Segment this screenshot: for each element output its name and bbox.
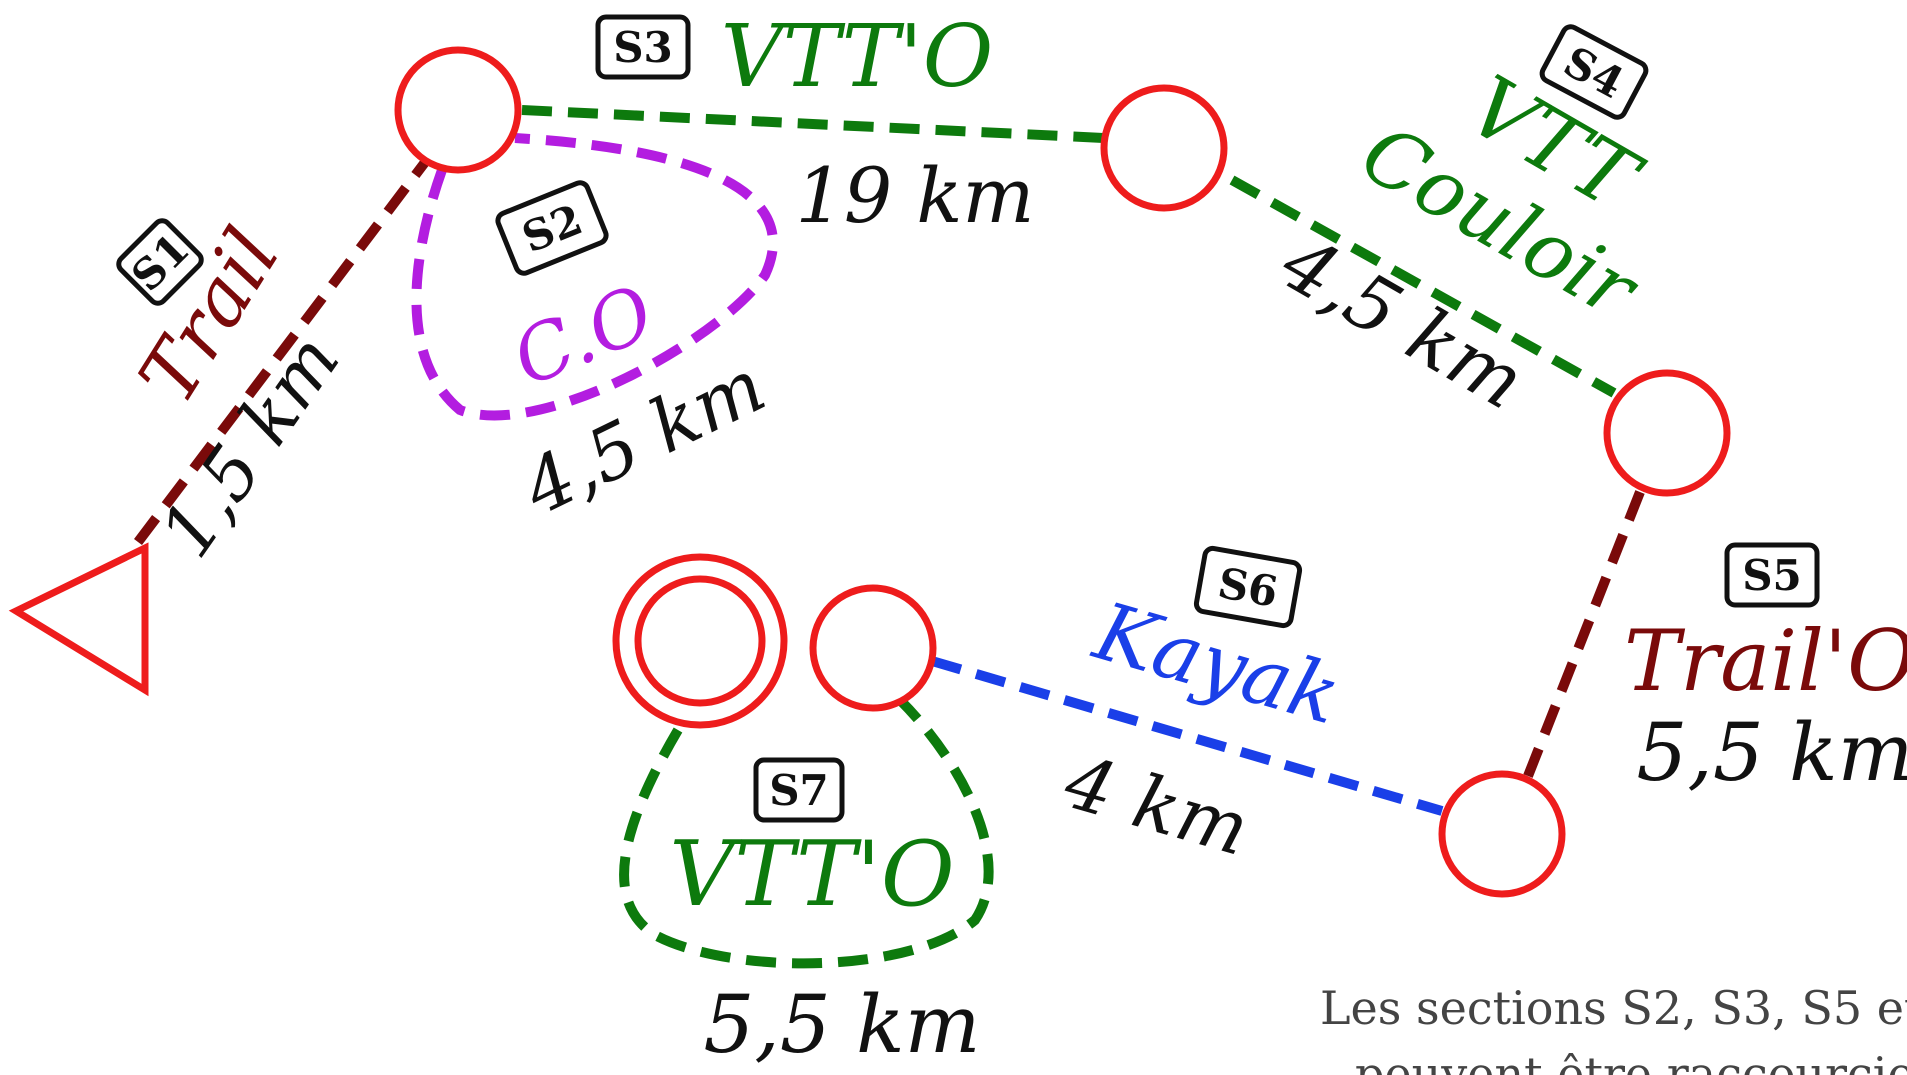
route-s7 [619, 696, 994, 969]
triangle-icon [8, 542, 149, 697]
route-s6 [930, 656, 1444, 816]
circle-icon [809, 584, 937, 712]
circle-icon [1603, 369, 1731, 497]
distance-label: 4 km [1055, 739, 1258, 873]
route-s4 [1229, 175, 1617, 398]
badge-s3: S3 [595, 14, 691, 80]
footnote-line1: Les sections S2, S3, S5 et [1320, 981, 1907, 1035]
route-s3 [521, 105, 1105, 143]
section-s6: S6 Kayak 4 km [1055, 545, 1350, 873]
discipline-label: VTT'O [669, 822, 954, 927]
discipline-label: Trail'O [1624, 612, 1907, 710]
badge-label: S6 [1214, 558, 1281, 617]
routes [134, 105, 1645, 969]
route-s5 [1523, 490, 1645, 778]
circle-icon [394, 46, 522, 174]
route-s1 [134, 149, 436, 546]
section-s4: S4 VTT Couloir 4,5 km [1266, 24, 1658, 426]
badge-s7: S7 [753, 757, 845, 823]
badge-s2: S2 [495, 180, 609, 276]
section-s7: S7 VTT'O 5,5 km [669, 757, 981, 1071]
discipline-label: VTT'O [721, 7, 994, 107]
footnote: Les sections S2, S3, S5 et peuvent être … [1320, 981, 1907, 1075]
route-s2 [411, 133, 778, 421]
circle-icon [1438, 770, 1566, 898]
distance-label: 5,5 km [1637, 706, 1907, 799]
circle-icon [1100, 84, 1228, 212]
controls [8, 46, 1731, 898]
section-s2: S2 C.O 4,5 km [495, 180, 778, 533]
badge-s5: S5 [1724, 542, 1820, 608]
distance-label: 5,5 km [704, 978, 981, 1071]
discipline-label: C.O [501, 268, 666, 404]
badge-label: S7 [769, 766, 829, 815]
badge-s6: S6 [1193, 545, 1303, 629]
section-s5: S5 Trail'O 5,5 km [1624, 542, 1907, 799]
section-s1: S1 Trail 1,5 km [116, 214, 355, 572]
distance-label: 19 km [796, 151, 1035, 240]
section-s3: S3 VTT'O 19 km [595, 7, 1035, 240]
double-circle-icon [612, 553, 788, 729]
badge-label: S3 [613, 23, 673, 72]
badge-label: S5 [1742, 551, 1802, 600]
footnote-line2: peuvent être raccourcies [1355, 1047, 1907, 1075]
